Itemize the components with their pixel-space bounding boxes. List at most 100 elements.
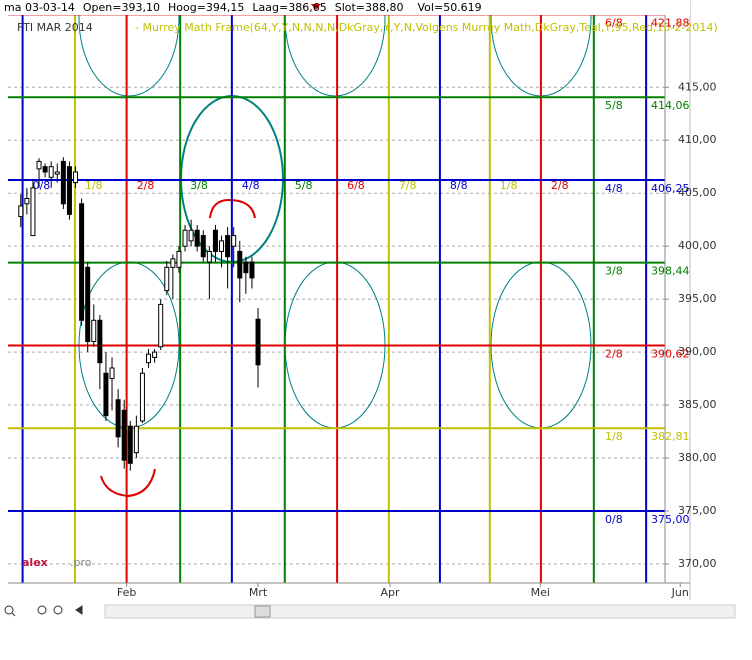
y-tick-label: 395,00: [678, 292, 717, 305]
candle-body: [18, 205, 24, 217]
chart-title: FTI MAR 2014: [17, 21, 93, 34]
candle-body: [152, 351, 158, 358]
y-tick-label: 390,00: [678, 345, 717, 358]
candle-body: [206, 250, 212, 263]
red-arc: [209, 198, 256, 219]
y-tick-label: 370,00: [678, 557, 717, 570]
level-price: 382,81: [651, 430, 690, 443]
level-price: 414,06: [651, 99, 690, 112]
watermark: alex: [22, 556, 48, 569]
candle-body: [42, 166, 48, 173]
info-text: Open=393,10: [83, 1, 160, 14]
candle-body: [48, 166, 54, 178]
time-line-label: 3/8: [190, 179, 208, 192]
candle-body: [249, 261, 255, 279]
candle-body: [139, 372, 145, 422]
level-price: 398,44: [651, 265, 690, 278]
candle-body: [97, 319, 103, 364]
level-price: 390,62: [651, 348, 690, 361]
candle-body: [54, 171, 60, 175]
scroll-thumb[interactable]: [254, 605, 271, 618]
info-text: Laag=386,65: [252, 1, 326, 14]
candle-body: [60, 160, 66, 205]
level-price: 421,88: [651, 16, 690, 29]
down-arrow: [311, 4, 321, 10]
candle-body: [115, 399, 121, 438]
x-tick-label: Feb: [117, 586, 136, 599]
info-text: ma 03-03-14: [4, 1, 75, 14]
candle-body: [194, 229, 200, 247]
zoom-button[interactable]: [4, 605, 14, 615]
candle-body: [79, 203, 85, 321]
candle-body: [66, 166, 72, 215]
time-line-label: 1/8: [85, 179, 103, 192]
x-tick-label: Jun: [671, 586, 689, 599]
candle-body: [73, 171, 79, 184]
candle-body: [24, 197, 30, 205]
candle-body: [158, 303, 164, 348]
red-arc: [100, 468, 156, 498]
watermark: .pro: [70, 556, 92, 569]
time-line-label: 2/8: [137, 179, 155, 192]
zoom-in-button[interactable]: [37, 605, 47, 615]
y-tick-label: 375,00: [678, 504, 717, 517]
candle-body: [170, 258, 176, 268]
time-line-label: 7/8: [399, 179, 417, 192]
y-tick-label: 415,00: [678, 80, 717, 93]
candle-body: [219, 240, 225, 252]
scroll-left-button[interactable]: [75, 605, 83, 615]
zoom-out-button[interactable]: [53, 605, 63, 615]
candle-body: [133, 425, 139, 454]
x-tick-label: Mrt: [249, 586, 268, 599]
level-fraction: 6/8: [605, 16, 623, 29]
candle-body: [121, 409, 127, 461]
time-line-label: 1/8: [500, 179, 518, 192]
info-text: Hoog=394,15: [168, 1, 244, 14]
candle-body: [243, 261, 249, 274]
time-line-label: 0/8: [33, 179, 51, 192]
y-tick-label: 380,00: [678, 451, 717, 464]
scrollbar[interactable]: [104, 604, 736, 619]
level-fraction: 2/8: [605, 348, 623, 361]
zoom-button: [11, 612, 16, 617]
candle-body: [188, 229, 194, 242]
candle-body: [127, 425, 133, 464]
info-text: Slot=388,80: [335, 1, 404, 14]
level-price: 406,25: [651, 182, 690, 195]
x-tick-label: Mei: [531, 586, 550, 599]
time-line-label: 5/8: [295, 179, 313, 192]
candle-body: [176, 250, 182, 268]
time-line-label: 8/8: [450, 179, 468, 192]
info-text: Vol=50.619: [418, 1, 482, 14]
level-fraction: 5/8: [605, 99, 623, 112]
candle-body: [109, 367, 115, 380]
level-fraction: 4/8: [605, 182, 623, 195]
level-price: 375,00: [651, 513, 690, 526]
candle-body: [30, 187, 36, 237]
candle-body: [225, 235, 231, 258]
level-fraction: 3/8: [605, 265, 623, 278]
level-fraction: 0/8: [605, 513, 623, 526]
candles: [18, 157, 261, 471]
candle-body: [103, 372, 109, 417]
x-tick-label: Apr: [381, 586, 401, 599]
candle-body: [85, 266, 91, 342]
time-line-label: 6/8: [347, 179, 365, 192]
y-tick-label: 410,00: [678, 133, 717, 146]
time-line-label: 4/8: [242, 179, 260, 192]
candle-body: [146, 353, 152, 364]
hand-drawn-marks: [100, 198, 256, 498]
candle-body: [237, 250, 243, 279]
candle-body: [91, 319, 97, 342]
plot-area: 0/8 1/8 2/8 3/8 4/8 5/8 6/8 7/8 8/8 1/8 2/8 0/8 1/8 2…: [8, 11, 665, 583]
candle-body: [231, 235, 237, 247]
y-tick-label: 405,00: [678, 186, 717, 199]
level-fraction: 1/8: [605, 430, 623, 443]
candle-body: [255, 318, 261, 366]
time-line-label: 2/8: [551, 179, 569, 192]
candle-body: [200, 235, 206, 258]
candle-body: [36, 160, 42, 170]
info-bar: [0, 0, 690, 15]
